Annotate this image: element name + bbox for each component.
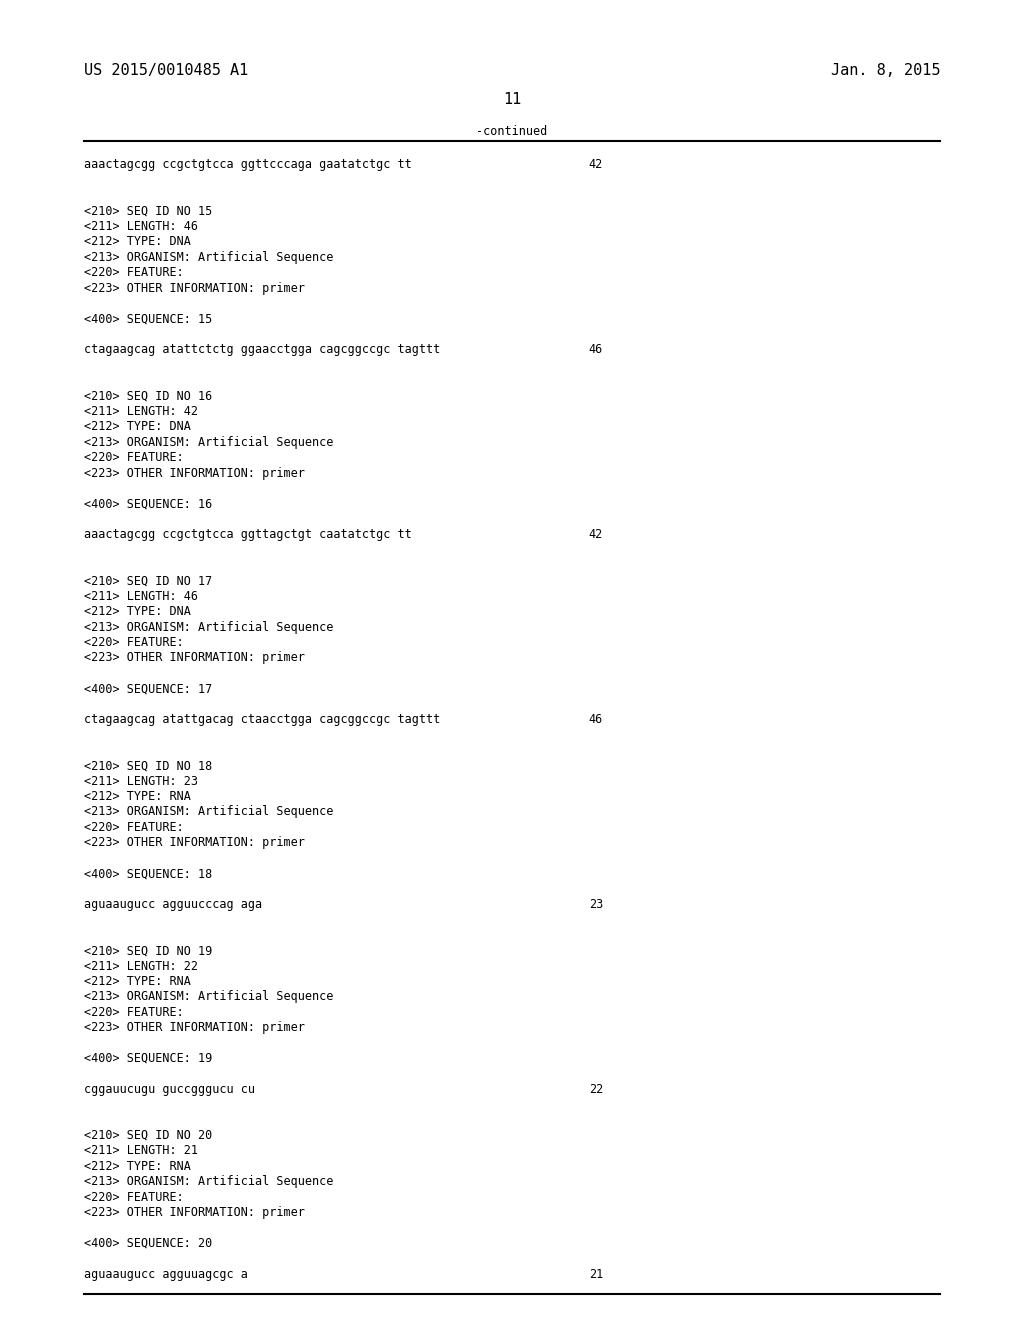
- Text: 23: 23: [589, 898, 603, 911]
- Text: <210> SEQ ID NO 15: <210> SEQ ID NO 15: [84, 205, 212, 218]
- Text: <211> LENGTH: 23: <211> LENGTH: 23: [84, 775, 198, 788]
- Text: <213> ORGANISM: Artificial Sequence: <213> ORGANISM: Artificial Sequence: [84, 620, 334, 634]
- Text: 21: 21: [589, 1267, 603, 1280]
- Text: <223> OTHER INFORMATION: primer: <223> OTHER INFORMATION: primer: [84, 837, 305, 849]
- Text: ctagaagcag atattgacag ctaacctgga cagcggccgc tagttt: ctagaagcag atattgacag ctaacctgga cagcggc…: [84, 713, 440, 726]
- Text: <400> SEQUENCE: 19: <400> SEQUENCE: 19: [84, 1052, 212, 1065]
- Text: 46: 46: [589, 713, 603, 726]
- Text: ctagaagcag atattctctg ggaacctgga cagcggccgc tagttt: ctagaagcag atattctctg ggaacctgga cagcggc…: [84, 343, 440, 356]
- Text: <223> OTHER INFORMATION: primer: <223> OTHER INFORMATION: primer: [84, 1206, 305, 1218]
- Text: <223> OTHER INFORMATION: primer: <223> OTHER INFORMATION: primer: [84, 1022, 305, 1034]
- Text: <211> LENGTH: 46: <211> LENGTH: 46: [84, 590, 198, 603]
- Text: aaactagcgg ccgctgtcca ggttcccaga gaatatctgc tt: aaactagcgg ccgctgtcca ggttcccaga gaatatc…: [84, 158, 412, 172]
- Text: <213> ORGANISM: Artificial Sequence: <213> ORGANISM: Artificial Sequence: [84, 1175, 334, 1188]
- Text: <220> FEATURE:: <220> FEATURE:: [84, 451, 183, 465]
- Text: <400> SEQUENCE: 15: <400> SEQUENCE: 15: [84, 313, 212, 326]
- Text: <210> SEQ ID NO 18: <210> SEQ ID NO 18: [84, 759, 212, 772]
- Text: <400> SEQUENCE: 20: <400> SEQUENCE: 20: [84, 1237, 212, 1250]
- Text: <223> OTHER INFORMATION: primer: <223> OTHER INFORMATION: primer: [84, 281, 305, 294]
- Text: <213> ORGANISM: Artificial Sequence: <213> ORGANISM: Artificial Sequence: [84, 436, 334, 449]
- Text: <211> LENGTH: 22: <211> LENGTH: 22: [84, 960, 198, 973]
- Text: <212> TYPE: RNA: <212> TYPE: RNA: [84, 975, 190, 987]
- Text: aaactagcgg ccgctgtcca ggttagctgt caatatctgc tt: aaactagcgg ccgctgtcca ggttagctgt caatatc…: [84, 528, 412, 541]
- Text: <213> ORGANISM: Artificial Sequence: <213> ORGANISM: Artificial Sequence: [84, 251, 334, 264]
- Text: <212> TYPE: DNA: <212> TYPE: DNA: [84, 235, 190, 248]
- Text: aguaaugucc agguucccag aga: aguaaugucc agguucccag aga: [84, 898, 262, 911]
- Text: <211> LENGTH: 21: <211> LENGTH: 21: [84, 1144, 198, 1158]
- Text: 46: 46: [589, 343, 603, 356]
- Text: <211> LENGTH: 46: <211> LENGTH: 46: [84, 220, 198, 234]
- Text: <220> FEATURE:: <220> FEATURE:: [84, 821, 183, 834]
- Text: <212> TYPE: DNA: <212> TYPE: DNA: [84, 420, 190, 433]
- Text: <220> FEATURE:: <220> FEATURE:: [84, 1191, 183, 1204]
- Text: <213> ORGANISM: Artificial Sequence: <213> ORGANISM: Artificial Sequence: [84, 805, 334, 818]
- Text: Jan. 8, 2015: Jan. 8, 2015: [830, 63, 940, 78]
- Text: <400> SEQUENCE: 17: <400> SEQUENCE: 17: [84, 682, 212, 696]
- Text: <213> ORGANISM: Artificial Sequence: <213> ORGANISM: Artificial Sequence: [84, 990, 334, 1003]
- Text: <210> SEQ ID NO 16: <210> SEQ ID NO 16: [84, 389, 212, 403]
- Text: <212> TYPE: DNA: <212> TYPE: DNA: [84, 605, 190, 618]
- Text: <212> TYPE: RNA: <212> TYPE: RNA: [84, 791, 190, 803]
- Text: <400> SEQUENCE: 18: <400> SEQUENCE: 18: [84, 867, 212, 880]
- Text: 42: 42: [589, 528, 603, 541]
- Text: <210> SEQ ID NO 20: <210> SEQ ID NO 20: [84, 1129, 212, 1142]
- Text: <211> LENGTH: 42: <211> LENGTH: 42: [84, 405, 198, 418]
- Text: 11: 11: [503, 92, 521, 107]
- Text: <220> FEATURE:: <220> FEATURE:: [84, 267, 183, 280]
- Text: <223> OTHER INFORMATION: primer: <223> OTHER INFORMATION: primer: [84, 466, 305, 479]
- Text: cggauucugu guccgggucu cu: cggauucugu guccgggucu cu: [84, 1082, 255, 1096]
- Text: <400> SEQUENCE: 16: <400> SEQUENCE: 16: [84, 498, 212, 511]
- Text: US 2015/0010485 A1: US 2015/0010485 A1: [84, 63, 248, 78]
- Text: 22: 22: [589, 1082, 603, 1096]
- Text: aguaaugucc agguuagcgc a: aguaaugucc agguuagcgc a: [84, 1267, 248, 1280]
- Text: <210> SEQ ID NO 19: <210> SEQ ID NO 19: [84, 944, 212, 957]
- Text: <223> OTHER INFORMATION: primer: <223> OTHER INFORMATION: primer: [84, 651, 305, 664]
- Text: -continued: -continued: [476, 125, 548, 139]
- Text: <210> SEQ ID NO 17: <210> SEQ ID NO 17: [84, 574, 212, 587]
- Text: <220> FEATURE:: <220> FEATURE:: [84, 636, 183, 649]
- Text: 42: 42: [589, 158, 603, 172]
- Text: <212> TYPE: RNA: <212> TYPE: RNA: [84, 1160, 190, 1172]
- Text: <220> FEATURE:: <220> FEATURE:: [84, 1006, 183, 1019]
